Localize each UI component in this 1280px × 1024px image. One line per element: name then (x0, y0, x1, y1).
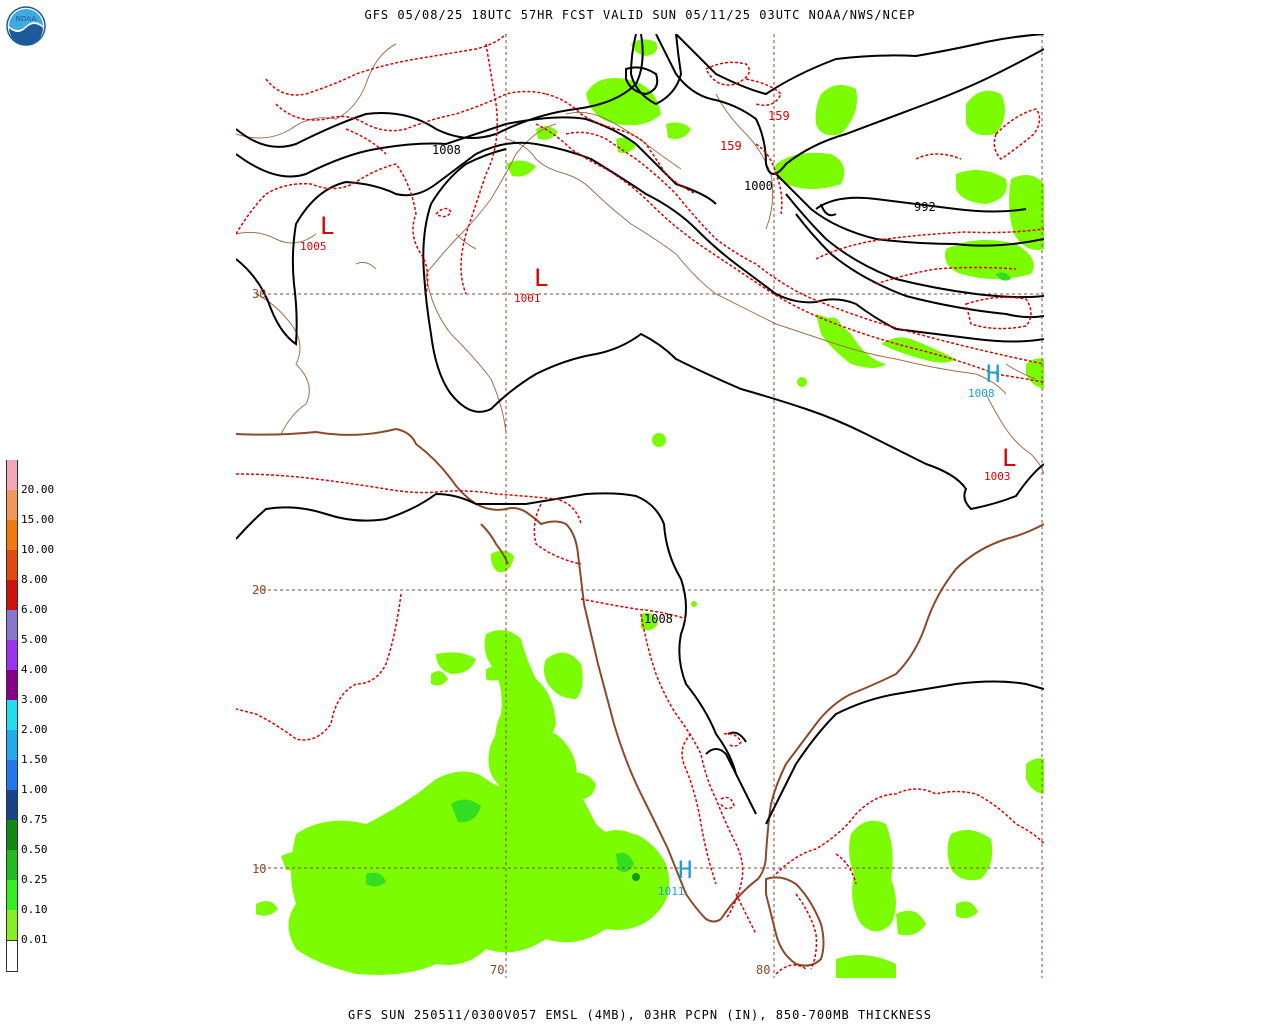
legend-item: 0.75 (6, 790, 66, 826)
legend-swatch (6, 610, 18, 640)
isobar-label: 1000 (744, 179, 773, 193)
legend-label: 1.00 (21, 783, 48, 796)
noaa-logo-text: NOAA (16, 15, 37, 23)
lat-label-20: 20 (252, 583, 266, 597)
legend-swatch (6, 550, 18, 580)
high-center-symbol: H (986, 360, 1000, 388)
thickness-contours (236, 34, 1044, 975)
legend-swatch (6, 670, 18, 700)
isobar-label: 1008 (644, 612, 673, 626)
high-center-value: 1011 (658, 885, 685, 898)
legend-zero-swatch (6, 940, 18, 972)
low-center-value: 1005 (300, 240, 327, 253)
legend-item: 1.50 (6, 730, 66, 766)
legend-label: 0.25 (21, 873, 48, 886)
legend-label: 3.00 (21, 693, 48, 706)
legend-item: 4.00 (6, 640, 66, 676)
legend-label: 0.50 (21, 843, 48, 856)
legend-label: 15.00 (21, 513, 55, 526)
legend-label: 6.00 (21, 603, 48, 616)
chart-caption: GFS SUN 250511/0300V057 EMSL (4MB), 03HR… (348, 1008, 932, 1022)
political-borders (236, 43, 1044, 475)
legend-label: 2.00 (21, 723, 48, 736)
coastlines (236, 427, 1044, 967)
legend-item: 15.00 (6, 490, 66, 526)
legend-item: 8.00 (6, 550, 66, 586)
lon-label-70: 70 (490, 963, 504, 977)
legend-swatch (6, 850, 18, 880)
high-center-value: 1008 (968, 387, 995, 400)
legend-item: 0.10 (6, 880, 66, 916)
legend-item: 0.25 (6, 850, 66, 886)
legend-swatch (6, 790, 18, 820)
legend-swatch (6, 640, 18, 670)
legend-swatch (6, 880, 18, 910)
legend-item: 3.00 (6, 670, 66, 706)
lat-label-30: 30 (252, 287, 266, 301)
legend-item: 2.00 (6, 700, 66, 736)
legend-swatch (6, 460, 18, 490)
chart-title: GFS 05/08/25 18UTC 57HR FCST VALID SUN 0… (364, 8, 916, 22)
low-center-symbol: L (320, 212, 334, 240)
weather-map: 30 20 10 70 80 1008 1000 992 1008 159 15… (236, 34, 1044, 978)
low-center-value: 1001 (514, 292, 541, 305)
legend-item: 20.00 (6, 460, 66, 496)
legend-swatch (6, 730, 18, 760)
isobar-label: 1008 (432, 143, 461, 157)
legend-swatch (6, 520, 18, 550)
thickness-label: 159 (720, 139, 742, 153)
legend-label: 1.50 (21, 753, 48, 766)
lat-label-10: 10 (252, 862, 266, 876)
legend-item: 10.00 (6, 520, 66, 556)
low-center-value: 1003 (984, 470, 1011, 483)
legend-item: 1.00 (6, 760, 66, 796)
low-center-symbol: L (1002, 444, 1016, 472)
legend-swatch (6, 580, 18, 610)
grid-labels: 30 20 10 70 80 (252, 287, 770, 977)
legend-label: 10.00 (21, 543, 55, 556)
pressure-centers: L 1005 L 1001 L 1003 H 1008 H 1011 (300, 212, 1016, 898)
legend-label: 0.10 (21, 903, 48, 916)
legend-label: 0.01 (21, 933, 48, 946)
legend-swatch (6, 820, 18, 850)
legend-swatch (6, 760, 18, 790)
lat-lon-grid (256, 34, 1044, 978)
legend-item: 6.00 (6, 580, 66, 616)
thickness-label: 159 (768, 109, 790, 123)
high-center-symbol: H (678, 856, 692, 884)
contour-labels: 1008 1000 992 1008 159 159 (432, 109, 936, 626)
legend-label: 8.00 (21, 573, 48, 586)
legend-label: 0.75 (21, 813, 48, 826)
legend-item: 0.01 (6, 910, 66, 946)
legend-item: 5.00 (6, 610, 66, 646)
isobar-label: 992 (914, 200, 936, 214)
low-center-symbol: L (534, 264, 548, 292)
lon-label-80: 80 (756, 963, 770, 977)
legend-swatch (6, 700, 18, 730)
precipitation-areas (256, 39, 1044, 978)
noaa-logo: NOAA (6, 6, 46, 46)
isobars (236, 34, 1044, 825)
legend-item: 0.50 (6, 820, 66, 856)
legend-label: 4.00 (21, 663, 48, 676)
legend-label: 20.00 (21, 483, 55, 496)
legend-label: 5.00 (21, 633, 48, 646)
legend-swatch (6, 910, 18, 940)
legend-swatch (6, 490, 18, 520)
